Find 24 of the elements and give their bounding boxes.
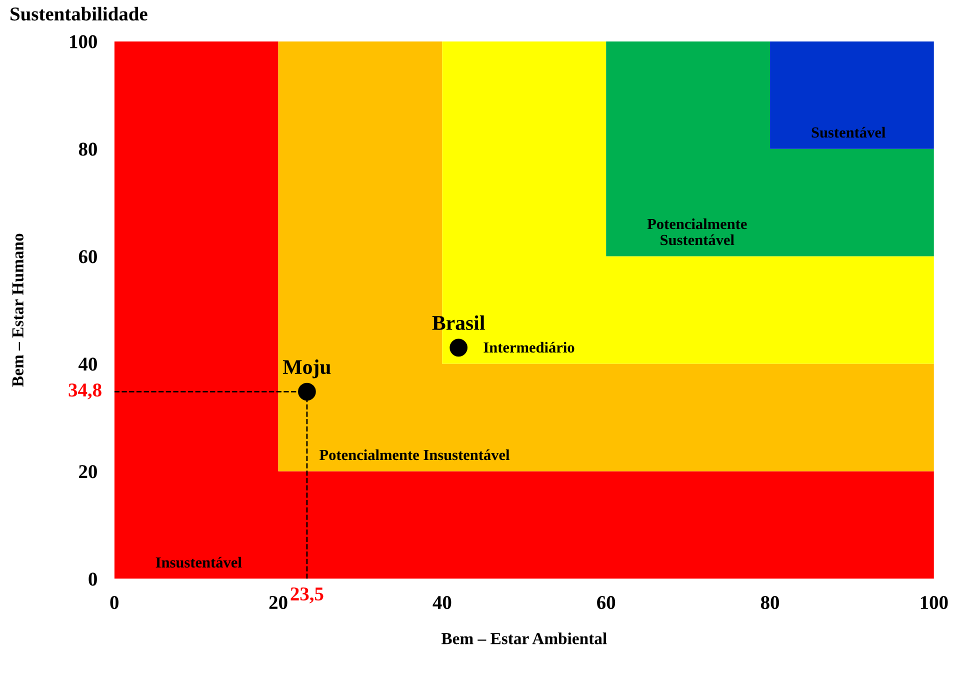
y-tick-label: 20 [79, 465, 97, 478]
x-tick-label: 100 [920, 596, 948, 610]
series-label: Intermediário [484, 342, 574, 353]
chart-title: Sustentabilidade [10, 6, 148, 21]
series-label: Moju [283, 359, 331, 378]
y-tick-label: 80 [78, 142, 97, 156]
y-tick-label: 0 [88, 572, 97, 586]
series-label: Brasil [432, 315, 485, 330]
series-label: Potencialmente Insustentável [320, 449, 510, 460]
ref-line-label: 34,8 [68, 383, 102, 400]
x-tick-label: 0 [110, 596, 118, 610]
y-tick-label: 60 [78, 250, 97, 264]
y-tick-label: 100 [70, 35, 97, 48]
ref-line-label: 23,5 [290, 587, 324, 604]
x-tick-label: 20 [269, 596, 288, 610]
y-axis-title: Bem – Estar Humano [12, 234, 24, 387]
x-tick-label: 40 [432, 596, 452, 610]
series-label: Potencialmente Sustentável [647, 218, 747, 246]
series-label: Insustentável [156, 556, 242, 568]
x-tick-label: 60 [597, 596, 616, 610]
x-tick-label: 80 [760, 596, 780, 610]
series-label: Sustentável [812, 126, 886, 138]
y-tick-label: 40 [78, 358, 97, 371]
x-axis-title: Bem – Estar Ambiental [441, 632, 607, 644]
